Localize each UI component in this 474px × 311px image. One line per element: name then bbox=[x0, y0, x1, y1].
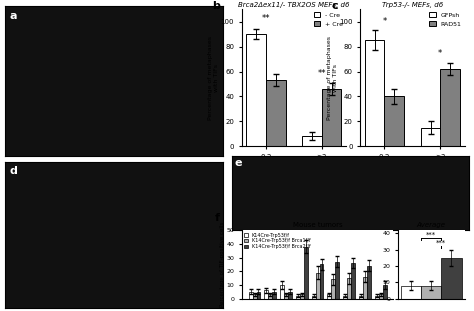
Text: ***: *** bbox=[426, 232, 437, 238]
Y-axis label: Percentage of TIF-positive cells: Percentage of TIF-positive cells bbox=[220, 222, 225, 307]
Legend: GFPsh, RAD51: GFPsh, RAD51 bbox=[429, 12, 461, 27]
Legend: - Cre, + Cre: - Cre, + Cre bbox=[314, 12, 343, 27]
Bar bbox=[375, 296, 379, 299]
Legend: K14Cre-Trp53f/f, K14Cre-Trp53f/f Brca1f/f, K14Cre-Trp53f/f Brca2f/f: K14Cre-Trp53f/f, K14Cre-Trp53f/f Brca1f/… bbox=[244, 233, 310, 249]
Bar bbox=[351, 263, 355, 299]
Bar bbox=[268, 295, 272, 299]
Y-axis label: Percentage of metaphases
with TIFs: Percentage of metaphases with TIFs bbox=[209, 36, 219, 120]
Bar bbox=[246, 34, 266, 146]
Bar bbox=[256, 292, 260, 299]
Bar bbox=[316, 272, 319, 299]
Bar bbox=[322, 89, 341, 146]
Text: b: b bbox=[212, 1, 220, 11]
Bar bbox=[302, 136, 322, 146]
Text: **: ** bbox=[262, 14, 270, 23]
Y-axis label: Percentage of metaphases
with TIFs: Percentage of metaphases with TIFs bbox=[327, 36, 337, 120]
Bar bbox=[363, 277, 367, 299]
Text: d: d bbox=[9, 166, 17, 176]
Bar bbox=[383, 285, 386, 299]
Title: Brca2Δex11/- TBX2OS MEFs, d6: Brca2Δex11/- TBX2OS MEFs, d6 bbox=[238, 2, 350, 7]
Text: *: * bbox=[438, 49, 442, 58]
Bar bbox=[328, 295, 331, 299]
Bar bbox=[249, 292, 253, 299]
Bar bbox=[347, 278, 351, 299]
Title: Mouse tumors: Mouse tumors bbox=[293, 222, 342, 228]
Bar bbox=[365, 40, 384, 146]
Text: e: e bbox=[235, 158, 242, 168]
Bar bbox=[312, 296, 316, 299]
Bar bbox=[421, 128, 440, 146]
Bar bbox=[379, 295, 383, 299]
Bar bbox=[253, 295, 256, 299]
Bar bbox=[319, 264, 323, 299]
Bar bbox=[441, 258, 462, 299]
Bar bbox=[280, 285, 284, 299]
X-axis label: TIFs per metaphase: TIFs per metaphase bbox=[374, 165, 450, 174]
Bar bbox=[272, 292, 276, 299]
Bar bbox=[335, 262, 339, 299]
Bar bbox=[359, 296, 363, 299]
Text: f: f bbox=[214, 213, 219, 223]
Bar bbox=[367, 266, 371, 299]
Bar bbox=[384, 96, 404, 146]
Text: a: a bbox=[9, 11, 17, 21]
Bar bbox=[300, 295, 304, 299]
Text: ***: *** bbox=[437, 240, 447, 246]
Bar bbox=[264, 290, 268, 299]
Bar bbox=[304, 247, 308, 299]
X-axis label: TIFs per metaphase: TIFs per metaphase bbox=[256, 165, 332, 174]
Bar bbox=[401, 285, 421, 299]
Text: *: * bbox=[383, 16, 387, 26]
Bar bbox=[284, 295, 288, 299]
Title: Average: Average bbox=[417, 222, 446, 228]
Title: Trp53-/- MEFs, d6: Trp53-/- MEFs, d6 bbox=[382, 2, 443, 7]
Text: **: ** bbox=[318, 69, 326, 78]
Bar bbox=[343, 296, 347, 299]
Bar bbox=[421, 285, 441, 299]
Bar bbox=[266, 80, 285, 146]
Bar bbox=[440, 69, 460, 146]
Bar bbox=[331, 279, 335, 299]
Bar bbox=[296, 296, 300, 299]
Text: c: c bbox=[331, 1, 337, 11]
Bar bbox=[288, 292, 292, 299]
